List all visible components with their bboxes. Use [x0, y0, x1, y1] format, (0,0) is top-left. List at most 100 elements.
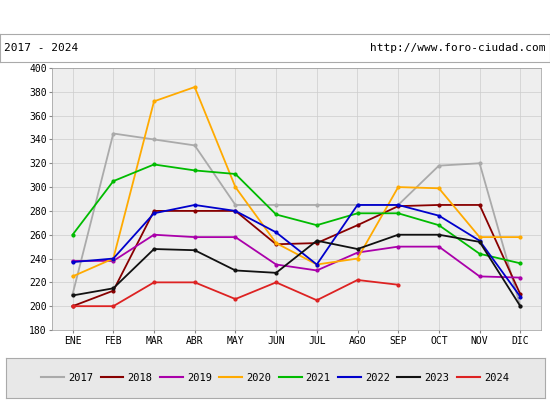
2021 [273, 212, 279, 217]
2020 [354, 256, 361, 261]
2018 [395, 204, 402, 208]
2017 [232, 202, 239, 207]
2019 [110, 258, 117, 263]
2021 [476, 251, 483, 256]
2023 [232, 268, 239, 273]
2018 [232, 208, 239, 213]
2017 [476, 161, 483, 166]
2019 [69, 258, 76, 263]
2024 [69, 304, 76, 308]
2018 [314, 241, 320, 246]
2021 [151, 162, 157, 167]
2017 [354, 202, 361, 207]
2020 [191, 85, 198, 90]
2021 [232, 172, 239, 176]
2018 [110, 288, 117, 293]
2022 [517, 294, 524, 299]
Line: 2018: 2018 [71, 204, 522, 308]
2023 [273, 270, 279, 275]
2018 [69, 304, 76, 308]
2020 [476, 235, 483, 240]
Line: 2023: 2023 [71, 233, 522, 308]
2023 [191, 248, 198, 253]
2019 [151, 232, 157, 237]
2019 [232, 235, 239, 240]
2018 [191, 208, 198, 213]
2024 [232, 297, 239, 302]
Line: 2019: 2019 [71, 233, 522, 279]
2020 [314, 262, 320, 267]
2022 [436, 213, 442, 218]
2022 [273, 230, 279, 235]
2018 [151, 208, 157, 213]
2021 [314, 223, 320, 228]
2019 [517, 275, 524, 280]
2022 [110, 256, 117, 261]
2019 [436, 244, 442, 249]
2022 [314, 262, 320, 267]
2017 [151, 137, 157, 142]
2020 [436, 186, 442, 191]
2022 [191, 202, 198, 207]
2018 [436, 202, 442, 207]
2020 [517, 235, 524, 240]
2023 [69, 293, 76, 298]
2019 [354, 250, 361, 255]
2021 [69, 232, 76, 237]
2024 [191, 280, 198, 285]
2017 [314, 202, 320, 207]
2022 [69, 260, 76, 264]
Line: 2024: 2024 [71, 278, 400, 308]
2024 [395, 282, 402, 287]
2018 [273, 242, 279, 247]
2020 [151, 99, 157, 104]
2023 [151, 247, 157, 252]
2021 [517, 261, 524, 266]
2024 [110, 304, 117, 308]
2021 [354, 211, 361, 216]
2017 [436, 163, 442, 168]
2022 [354, 202, 361, 207]
2021 [110, 179, 117, 184]
2023 [476, 240, 483, 244]
Line: 2022: 2022 [71, 204, 522, 298]
Text: http://www.foro-ciudad.com: http://www.foro-ciudad.com [370, 43, 546, 53]
2019 [314, 268, 320, 273]
Text: Evolucion del paro registrado en Teba: Evolucion del paro registrado en Teba [113, 10, 437, 24]
2020 [232, 185, 239, 190]
2017 [395, 202, 402, 207]
2018 [354, 223, 361, 228]
2024 [151, 280, 157, 285]
2022 [395, 202, 402, 207]
2017 [191, 143, 198, 148]
Line: 2017: 2017 [71, 132, 522, 308]
2020 [69, 274, 76, 279]
2020 [273, 241, 279, 246]
2017 [273, 202, 279, 207]
2021 [436, 223, 442, 228]
2017 [517, 304, 524, 308]
2021 [395, 211, 402, 216]
2017 [69, 292, 76, 297]
2020 [395, 185, 402, 190]
2023 [517, 304, 524, 308]
2019 [191, 235, 198, 240]
2022 [232, 208, 239, 213]
2020 [110, 256, 117, 261]
2023 [395, 232, 402, 237]
2019 [476, 274, 483, 279]
2024 [314, 298, 320, 303]
2018 [517, 292, 524, 297]
2018 [476, 202, 483, 207]
2021 [191, 168, 198, 173]
2023 [314, 238, 320, 243]
2024 [273, 280, 279, 285]
2023 [436, 232, 442, 237]
2023 [110, 286, 117, 291]
Text: 2017 - 2024: 2017 - 2024 [4, 43, 79, 53]
Line: 2021: 2021 [71, 163, 522, 265]
2017 [110, 131, 117, 136]
2023 [354, 247, 361, 252]
2022 [151, 211, 157, 216]
2022 [476, 238, 483, 243]
